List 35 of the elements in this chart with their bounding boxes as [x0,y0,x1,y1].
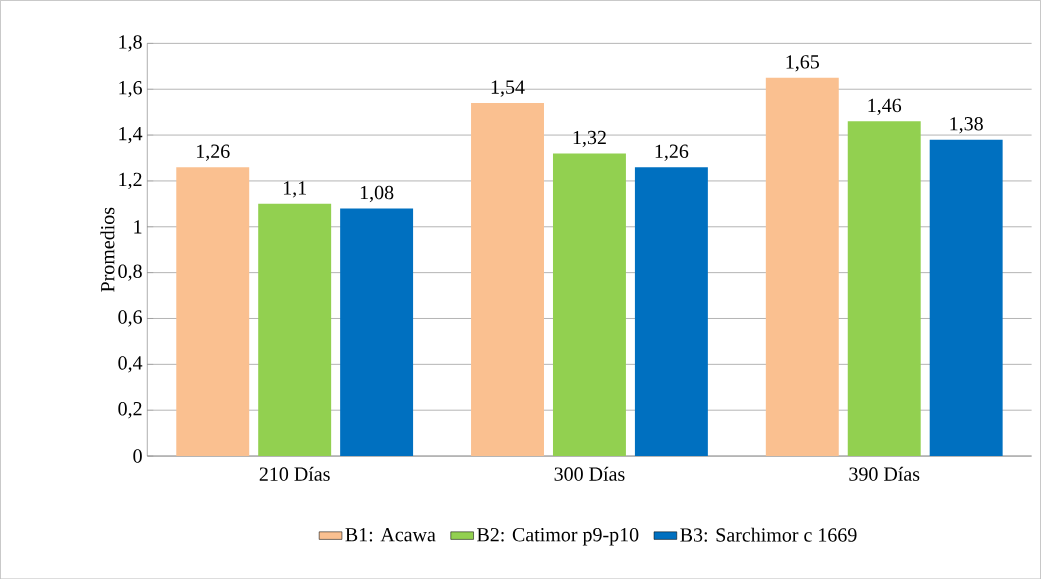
data-label: 1,26 [197,144,230,161]
x-tick-label: 390 Días [849,466,920,481]
y-tick-label: 0,4 [118,355,143,373]
bar [258,203,332,456]
y-axis-title: Promedios [100,207,115,292]
y-tick-label: 1,4 [119,126,143,144]
y-tick-label: 1,8 [119,35,142,52]
data-label: 1,1 [283,181,306,198]
bar [340,208,414,456]
bar [176,167,250,456]
y-tick-label: 1 [134,220,142,234]
y-tick-label: 0,6 [118,310,142,327]
y-tick-label: 0,2 [118,401,142,419]
legend-label: B1: Acawa [345,527,436,542]
data-label: 1,26 [655,144,689,161]
data-label: 1,46 [868,98,902,115]
legend-label: B2: Catimor p9-p10 [477,527,639,546]
x-tick-label: 210 Días [259,466,330,481]
y-tick-label: 0 [133,449,142,463]
legend-label: B3: Sarchimor c 1669 [680,527,857,542]
data-label: 1,54 [491,80,525,97]
y-tick-label: 0,8 [118,264,142,281]
y-tick-label: 1,6 [119,80,142,98]
data-label: 1,08 [360,185,394,203]
bar [929,139,1003,456]
bar [552,153,626,456]
bar [634,167,708,456]
y-tick-label: 1,2 [119,172,142,189]
bar [765,77,839,456]
bar [847,121,921,456]
x-tick-label: 300 Días [554,466,625,481]
bar [471,102,544,456]
data-label: 1,32 [573,130,606,147]
data-label: 1,65 [786,55,819,72]
data-label: 1,38 [950,116,983,134]
